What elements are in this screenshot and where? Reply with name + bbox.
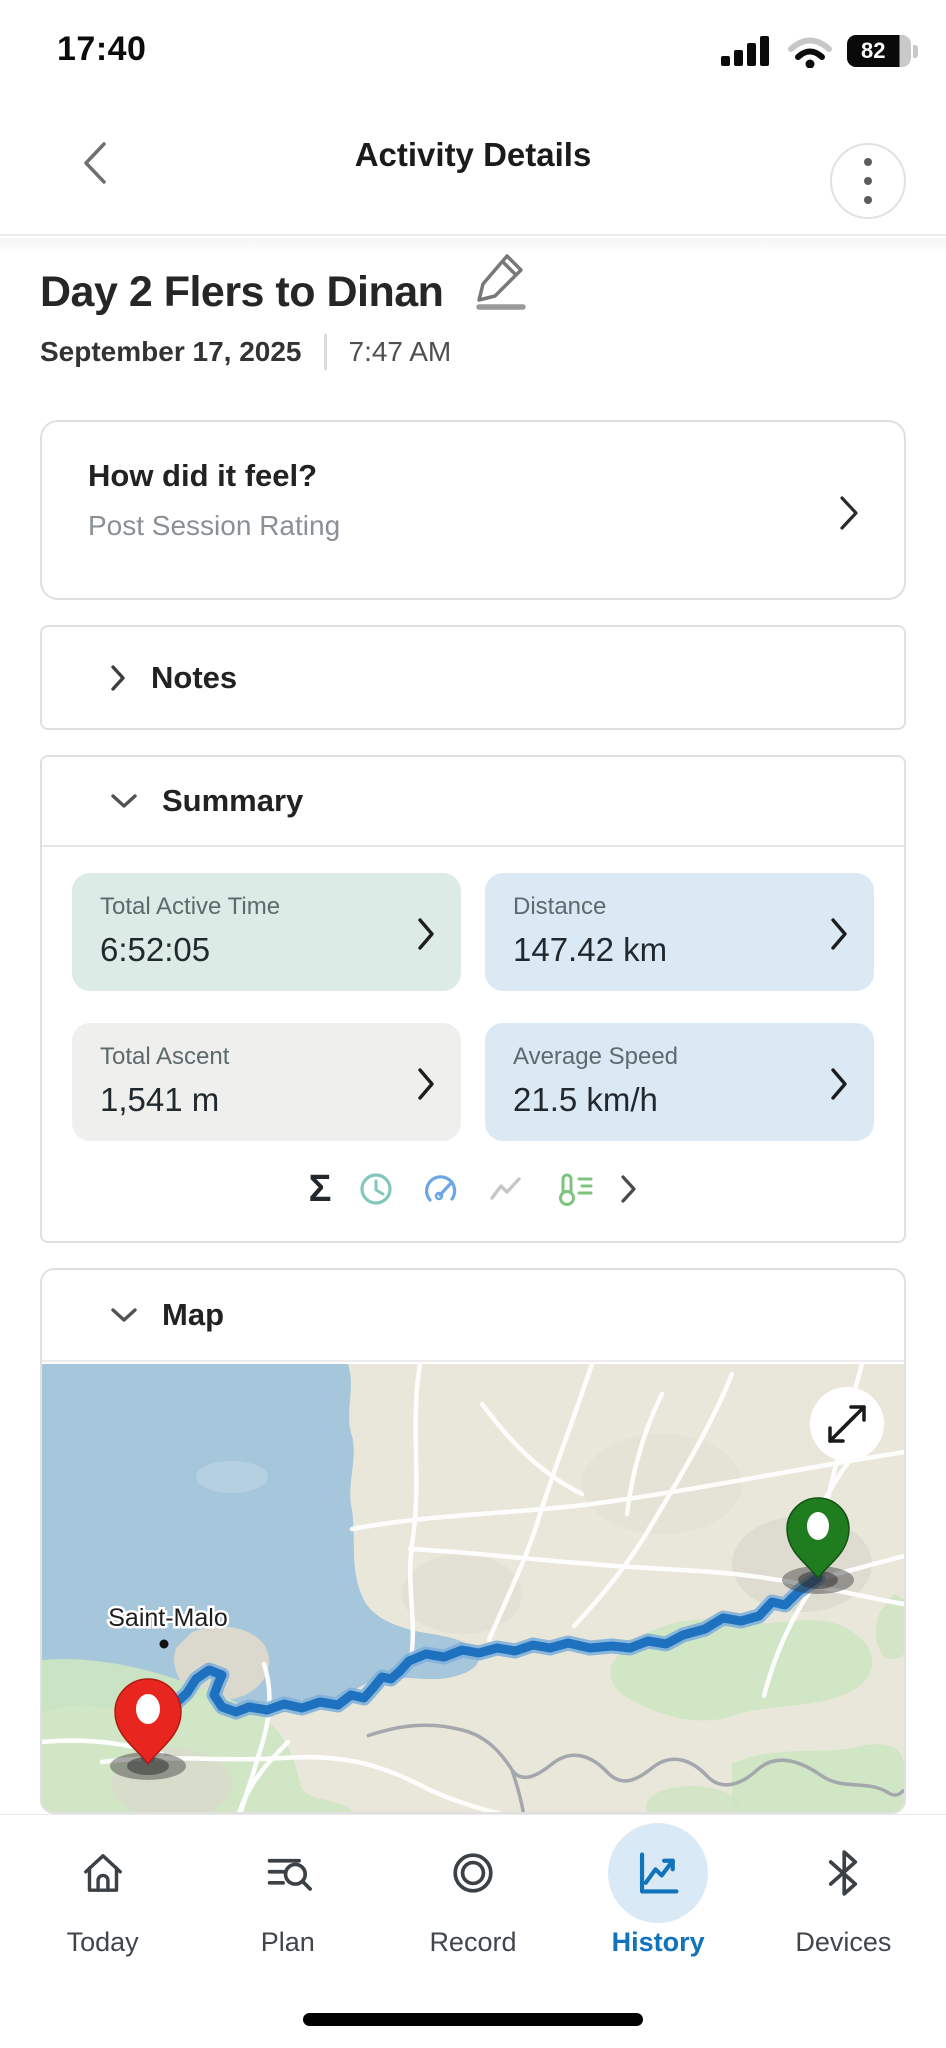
tab-label: Record [429, 1927, 517, 1957]
status-bar: 17:40 82 [0, 0, 946, 90]
tile-label: Average Speed [513, 1043, 679, 1070]
notes-label: Notes [151, 659, 238, 695]
tab-bar: Today Plan Record [0, 1814, 946, 2048]
sea [42, 1364, 479, 1718]
chevron-down-icon [111, 793, 137, 808]
summary-tiles: Total Active Time 6:52:05 Distance 147.4… [42, 847, 904, 1141]
home-icon [83, 1854, 122, 1892]
notes-section[interactable]: Notes [40, 625, 906, 730]
more-menu-button[interactable] [830, 143, 906, 219]
cell-signal-icon [721, 36, 769, 66]
place-label-text: Saint-Malo [108, 1604, 228, 1632]
boundary-line [366, 1723, 904, 1812]
activity-date-row: September 17, 2025 7:47 AM [40, 334, 451, 370]
chevron-down-icon [111, 1307, 137, 1322]
record-icon [453, 1853, 493, 1893]
gauge-icon[interactable] [421, 1171, 461, 1207]
battery-icon: 82 [847, 35, 918, 67]
tab-label: Plan [260, 1927, 315, 1957]
chevron-right-icon [840, 496, 858, 530]
route-map[interactable]: Saint-Malo [42, 1361, 904, 1814]
tab-plan[interactable]: Plan [203, 1823, 373, 2048]
map-section: Map [40, 1268, 906, 1814]
back-button[interactable] [74, 138, 118, 190]
tab-label: History [611, 1927, 705, 1957]
bluetooth-icon [829, 1850, 858, 1896]
tab-history[interactable]: History [573, 1823, 743, 2048]
map-expand-button[interactable] [810, 1387, 884, 1461]
nav-header: Activity Details [0, 90, 946, 236]
plan-search-icon [267, 1858, 312, 1891]
summary-divider [42, 845, 904, 847]
chevron-right-icon [111, 664, 125, 691]
chevron-right-icon [418, 918, 434, 950]
chevron-right-icon [831, 918, 847, 950]
map-label: Map [162, 1297, 224, 1332]
tab-today[interactable]: Today [18, 1823, 188, 2048]
metric-pager: Σ [42, 1169, 904, 1209]
expand-arrows-icon [828, 1405, 866, 1443]
back-chevron-icon [84, 142, 106, 184]
tile-average-speed[interactable]: Average Speed 21.5 km/h [485, 1023, 874, 1141]
tile-value: 147.42 km [513, 931, 668, 968]
place-label: Saint-Malo [106, 1602, 230, 1649]
rating-card-title: How did it feel? [88, 458, 318, 493]
activity-title-row: Day 2 Flers to Dinan [40, 246, 531, 317]
battery-percent: 82 [860, 38, 886, 63]
thermometer-icon[interactable] [551, 1171, 593, 1207]
summary-collapser[interactable]: Summary [42, 757, 904, 845]
home-indicator [303, 2013, 643, 2026]
trend-icon[interactable] [488, 1171, 524, 1207]
tile-total-active-time[interactable]: Total Active Time 6:52:05 [72, 873, 461, 991]
tab-label: Today [66, 1927, 139, 1957]
map-collapser[interactable]: Map [42, 1270, 904, 1362]
activity-date: September 17, 2025 [40, 336, 302, 367]
header-shadow [0, 238, 946, 254]
pencil-icon [476, 254, 527, 310]
tile-value: 1,541 m [100, 1081, 220, 1118]
activity-title: Day 2 Flers to Dinan [40, 268, 444, 316]
status-time: 17:40 [57, 30, 147, 68]
post-session-rating-card[interactable]: How did it feel? Post Session Rating [40, 420, 906, 600]
wifi-icon [788, 37, 832, 68]
summary-label: Summary [162, 783, 304, 818]
clock-icon[interactable] [358, 1171, 394, 1207]
route-line [140, 1570, 826, 1764]
tile-label: Total Active Time [100, 893, 281, 920]
start-pin [782, 1497, 854, 1594]
tile-label: Distance [513, 893, 607, 920]
metric-next-icon[interactable] [620, 1174, 637, 1204]
date-time-divider [323, 334, 327, 370]
history-chart-icon [640, 1852, 679, 1894]
chevron-right-icon [418, 1068, 434, 1100]
sigma-icon[interactable]: Σ [308, 1168, 332, 1210]
summary-section: Summary Total Active Time 6:52:05 Distan… [40, 755, 906, 1243]
rating-card-subtitle: Post Session Rating [88, 510, 341, 541]
chevron-right-icon [831, 1068, 847, 1100]
edit-title-button[interactable] [469, 246, 531, 317]
page-title: Activity Details [354, 136, 592, 173]
tile-value: 6:52:05 [100, 931, 211, 968]
tile-label: Total Ascent [100, 1043, 230, 1070]
tile-distance[interactable]: Distance 147.42 km [485, 873, 874, 991]
tab-devices[interactable]: Devices [758, 1823, 928, 2048]
end-pin [110, 1678, 186, 1780]
tab-record[interactable]: Record [388, 1823, 558, 2048]
tab-label: Devices [795, 1927, 892, 1957]
tile-value: 21.5 km/h [513, 1081, 658, 1118]
activity-start-time: 7:47 AM [348, 336, 452, 367]
tile-total-ascent[interactable]: Total Ascent 1,541 m [72, 1023, 461, 1141]
